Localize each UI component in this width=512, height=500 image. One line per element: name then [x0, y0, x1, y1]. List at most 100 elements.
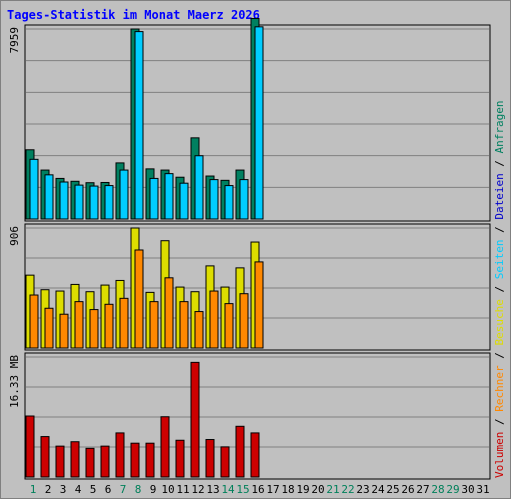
bar-rechner-day-9 — [149, 301, 159, 349]
bar-seiten-day-13 — [209, 179, 219, 220]
x-tick-label-day-10: 10 — [161, 483, 174, 496]
x-tick-label-day-11: 11 — [176, 483, 189, 496]
bar-rechner-day-2 — [44, 307, 54, 349]
bar-seiten-day-6 — [104, 185, 114, 220]
legend-item-volumen: Volumen — [493, 432, 506, 478]
bar-seiten-day-16 — [254, 26, 264, 220]
bar-rechner-day-11 — [179, 301, 189, 349]
x-tick-label-day-29: 29 — [446, 483, 459, 496]
x-tick-label-day-17: 17 — [266, 483, 279, 496]
x-tick-label-day-2: 2 — [45, 483, 52, 496]
x-tick-label-day-23: 23 — [356, 483, 369, 496]
bar-rechner-day-13 — [209, 290, 219, 349]
panel-scale-label: 16.33 MB — [8, 355, 21, 408]
x-tick-label-day-3: 3 — [60, 483, 67, 496]
bar-seiten-day-14 — [224, 185, 234, 220]
x-tick-label-day-5: 5 — [90, 483, 97, 496]
x-tick-label-day-26: 26 — [401, 483, 414, 496]
x-tick-label-day-21: 21 — [326, 483, 339, 496]
bar-seiten-day-9 — [149, 177, 159, 220]
series-rechner — [29, 249, 264, 349]
x-tick-label-day-13: 13 — [206, 483, 219, 496]
bar-volumen-day-15 — [235, 425, 245, 478]
x-tick-label-day-25: 25 — [386, 483, 399, 496]
x-tick-label-day-31: 31 — [476, 483, 489, 496]
bar-rechner-day-7 — [119, 297, 129, 349]
x-tick-label-day-27: 27 — [416, 483, 429, 496]
x-tick-label-day-24: 24 — [371, 483, 385, 496]
bar-volumen-day-5 — [85, 447, 95, 478]
bar-seiten-day-11 — [179, 182, 189, 220]
bar-seiten-day-15 — [239, 179, 249, 220]
panel-bottom: 16.33 MB — [8, 352, 491, 480]
bar-volumen-day-6 — [100, 445, 110, 478]
bar-volumen-day-11 — [175, 439, 185, 478]
x-tick-label-day-6: 6 — [105, 483, 112, 496]
bar-volumen-day-9 — [145, 442, 155, 478]
bar-seiten-day-2 — [44, 174, 54, 220]
series-seiten — [29, 26, 264, 220]
chart-title: Tages-Statistik im Monat Maerz 2026 — [7, 8, 260, 22]
bar-volumen-day-10 — [160, 416, 170, 478]
bar-rechner-day-15 — [239, 293, 249, 349]
legend-separator: / — [493, 346, 506, 366]
legend-item-dateien: Dateien — [493, 173, 506, 219]
bar-rechner-day-8 — [134, 249, 144, 349]
x-tick-label-day-1: 1 — [30, 483, 37, 496]
legend: Volumen / Rechner / Besuche / Seiten / D… — [493, 100, 506, 478]
bar-rechner-day-12 — [194, 311, 204, 349]
series-volumen — [25, 361, 260, 478]
bar-rechner-day-6 — [104, 303, 114, 349]
legend-separator: / — [493, 220, 506, 240]
bar-volumen-day-4 — [70, 441, 80, 478]
bar-volumen-day-1 — [25, 415, 35, 478]
bar-volumen-day-14 — [220, 446, 230, 478]
bar-rechner-day-1 — [29, 294, 39, 349]
legend-separator: / — [493, 153, 506, 173]
x-tick-label-day-15: 15 — [236, 483, 249, 496]
panel-scale-label: 906 — [8, 226, 21, 246]
x-tick-label-day-19: 19 — [296, 483, 309, 496]
bar-volumen-day-7 — [115, 432, 125, 478]
x-tick-label-day-9: 9 — [150, 483, 157, 496]
panel-scale-label: 7959 — [8, 27, 21, 54]
bar-seiten-day-4 — [74, 184, 84, 220]
bar-rechner-day-5 — [89, 309, 99, 349]
bar-volumen-day-2 — [40, 436, 50, 478]
bar-rechner-day-3 — [59, 313, 69, 349]
bar-seiten-day-5 — [89, 185, 99, 220]
bar-seiten-day-8 — [134, 31, 144, 220]
x-tick-label-day-16: 16 — [251, 483, 264, 496]
bar-seiten-day-3 — [59, 181, 69, 220]
x-tick-label-day-7: 7 — [120, 483, 127, 496]
x-tick-label-day-4: 4 — [75, 483, 82, 496]
panel-middle: 906 — [8, 223, 491, 351]
bar-seiten-day-1 — [29, 158, 39, 220]
bar-volumen-day-12 — [190, 361, 200, 478]
x-tick-label-day-8: 8 — [135, 483, 142, 496]
x-tick-label-day-12: 12 — [191, 483, 204, 496]
x-tick-label-day-14: 14 — [221, 483, 235, 496]
x-tick-label-day-18: 18 — [281, 483, 294, 496]
bar-rechner-day-10 — [164, 277, 174, 349]
bar-volumen-day-8 — [130, 442, 140, 478]
bar-seiten-day-10 — [164, 173, 174, 220]
bar-rechner-day-16 — [254, 261, 264, 349]
bar-volumen-day-16 — [250, 432, 260, 478]
bar-seiten-day-12 — [194, 155, 204, 220]
legend-item-besuche: Besuche — [493, 299, 506, 345]
x-tick-label-day-20: 20 — [311, 483, 324, 496]
x-tick-label-day-22: 22 — [341, 483, 354, 496]
legend-item-seiten: Seiten — [493, 240, 506, 280]
legend-separator: / — [493, 412, 506, 432]
bar-rechner-day-14 — [224, 303, 234, 349]
bar-volumen-day-13 — [205, 439, 215, 478]
legend-separator: / — [493, 279, 506, 299]
bar-rechner-day-4 — [74, 301, 84, 349]
bar-volumen-day-3 — [55, 445, 65, 478]
panel-top: 7959 — [8, 17, 491, 222]
x-tick-label-day-28: 28 — [431, 483, 444, 496]
bar-seiten-day-7 — [119, 169, 129, 220]
legend-item-anfragen: Anfragen — [493, 100, 506, 153]
